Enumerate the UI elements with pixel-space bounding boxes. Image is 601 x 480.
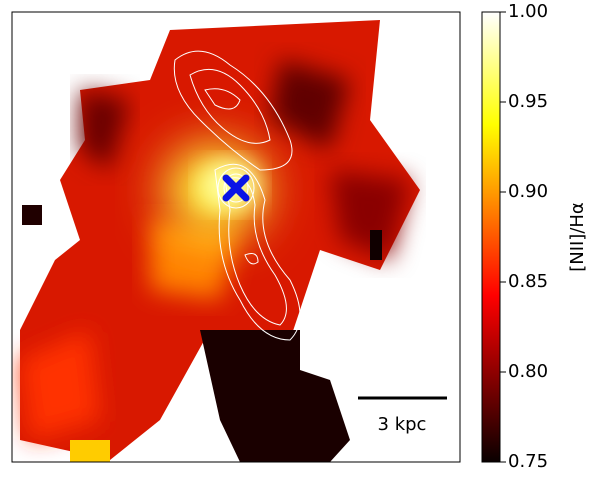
colorbar-tick-label: 0.85 (508, 271, 548, 292)
colorbar-tick-label: 0.90 (508, 181, 548, 202)
colorbar-tick-label: 1.00 (508, 1, 548, 22)
map-frame (11, 11, 461, 463)
map: 3 kpc (20, 20, 447, 462)
colorbar-label: [NII]/Hα (567, 202, 588, 272)
center-marker (222, 174, 250, 202)
colorbar-tick-label: 0.95 (508, 91, 548, 112)
scale-label: 3 kpc (378, 414, 427, 435)
colorbar (481, 11, 501, 463)
colorbar-tick-label: 0.80 (508, 361, 548, 382)
colorbar-tick-label: 0.75 (508, 451, 548, 472)
